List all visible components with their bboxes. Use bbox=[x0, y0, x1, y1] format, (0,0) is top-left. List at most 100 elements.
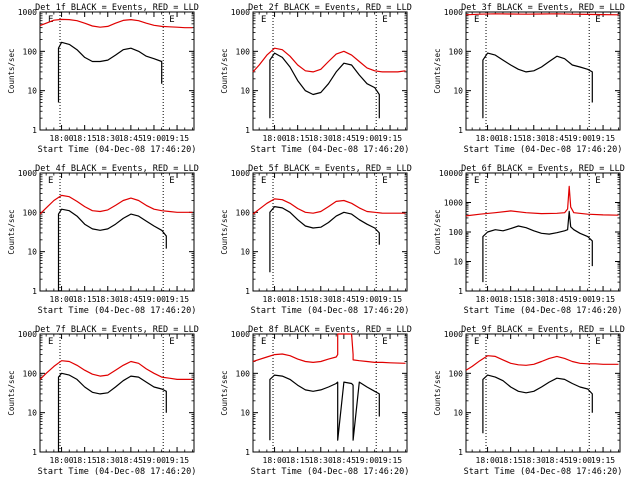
x-tick-label: 18:30 bbox=[96, 134, 120, 143]
y-tick-label: 100 bbox=[23, 369, 38, 378]
x-tick-label: 18:00 bbox=[476, 295, 500, 304]
plot-frame bbox=[252, 11, 408, 131]
x-tick-label: 18:45 bbox=[332, 134, 356, 143]
x-tick-label: 18:15 bbox=[286, 456, 310, 465]
x-tick-label: 18:45 bbox=[332, 295, 356, 304]
chart-title: Det 6f BLACK = Events, RED = LLD bbox=[461, 164, 625, 174]
y-tick-label: 1000 bbox=[231, 330, 250, 339]
x-tick-label: 18:45 bbox=[119, 295, 143, 304]
x-tick-label: 18:15 bbox=[286, 295, 310, 304]
x-tick-label: 18:45 bbox=[545, 134, 569, 143]
event-marker-label: E bbox=[261, 337, 266, 347]
chart-title: Det 1f BLACK = Events, RED = LLD bbox=[35, 3, 199, 13]
event-marker-label: E bbox=[382, 337, 387, 347]
x-tick-label: 19:15 bbox=[591, 456, 615, 465]
x-tick-label: 19:00 bbox=[568, 456, 592, 465]
x-tick-label: 18:15 bbox=[499, 456, 523, 465]
chart-panel-1: Det 1f BLACK = Events, RED = LLD E E 1 10 100… bbox=[7, 3, 199, 155]
lld-series-line bbox=[252, 198, 406, 215]
x-axis-label: Start Time (04-Dec-08 17:46:20) bbox=[38, 306, 197, 316]
lld-series-line bbox=[465, 13, 619, 16]
plot-frame bbox=[39, 172, 195, 292]
x-tick-label: 19:00 bbox=[568, 134, 592, 143]
x-tick-label: 18:00 bbox=[476, 456, 500, 465]
y-tick-label: 1 bbox=[458, 287, 463, 296]
x-tick-label: 19:15 bbox=[378, 295, 402, 304]
y-axis-label: Counts/sec bbox=[220, 48, 229, 93]
event-marker-label: E bbox=[48, 176, 53, 186]
x-tick-label: 18:45 bbox=[332, 456, 356, 465]
x-tick-label: 18:00 bbox=[476, 134, 500, 143]
x-axis-label: Start Time (04-Dec-08 17:46:20) bbox=[38, 467, 197, 477]
event-marker-label: E bbox=[382, 176, 387, 186]
y-tick-label: 1 bbox=[458, 126, 463, 135]
y-tick-label: 10 bbox=[27, 87, 37, 96]
plot-frame bbox=[252, 333, 408, 453]
lld-series-line bbox=[252, 47, 406, 73]
y-tick-label: 100 bbox=[23, 47, 38, 56]
y-axis-label: Counts/sec bbox=[433, 370, 442, 415]
x-tick-label: 19:15 bbox=[165, 134, 189, 143]
y-tick-label: 100 bbox=[236, 208, 251, 217]
chart-title: Det 8f BLACK = Events, RED = LLD bbox=[248, 325, 412, 335]
plot-frame bbox=[39, 333, 195, 453]
chart-panel-6: Det 6f BLACK = Events, RED = LLD E E 1 10 100… bbox=[433, 164, 625, 316]
x-tick-label: 18:00 bbox=[263, 456, 287, 465]
x-tick-label: 18:30 bbox=[309, 456, 333, 465]
x-tick-label: 19:00 bbox=[142, 456, 166, 465]
plot-frame bbox=[39, 11, 195, 131]
event-marker-label: E bbox=[474, 337, 479, 347]
y-tick-label: 1 bbox=[32, 287, 37, 296]
lld-series-line bbox=[465, 355, 619, 371]
y-axis-label: Counts/sec bbox=[433, 209, 442, 254]
event-marker-label: E bbox=[595, 15, 600, 25]
x-tick-label: 18:00 bbox=[50, 295, 74, 304]
events-series-line bbox=[57, 41, 163, 103]
y-tick-label: 1000 bbox=[444, 199, 463, 208]
y-tick-label: 100 bbox=[449, 369, 464, 378]
chart-title: Det 4f BLACK = Events, RED = LLD bbox=[35, 164, 199, 174]
chart-panel-7: Det 7f BLACK = Events, RED = LLD E E 1 10 100… bbox=[7, 325, 199, 477]
y-tick-label: 10 bbox=[453, 409, 463, 418]
chart-title: Det 3f BLACK = Events, RED = LLD bbox=[461, 3, 625, 13]
events-series-line bbox=[482, 374, 593, 434]
x-tick-label: 19:00 bbox=[355, 295, 379, 304]
y-tick-label: 1 bbox=[32, 448, 37, 457]
y-tick-label: 1000 bbox=[444, 8, 463, 17]
x-tick-label: 18:45 bbox=[545, 456, 569, 465]
x-tick-label: 18:30 bbox=[522, 134, 546, 143]
y-tick-label: 1 bbox=[245, 448, 250, 457]
lld-series-line bbox=[39, 360, 193, 380]
y-axis-label: Counts/sec bbox=[7, 370, 16, 415]
chart-panel-5: Det 5f BLACK = Events, RED = LLD E E 1 10 100… bbox=[220, 164, 412, 316]
event-marker-label: E bbox=[474, 15, 479, 25]
y-tick-label: 100 bbox=[236, 369, 251, 378]
y-tick-label: 10 bbox=[453, 258, 463, 267]
x-tick-label: 18:00 bbox=[263, 295, 287, 304]
y-axis-label: Counts/sec bbox=[220, 209, 229, 254]
x-axis-label: Start Time (04-Dec-08 17:46:20) bbox=[464, 145, 623, 155]
chart-panel-9: Det 9f BLACK = Events, RED = LLD E E 1 10 100… bbox=[433, 325, 625, 477]
x-tick-label: 18:45 bbox=[545, 295, 569, 304]
x-tick-label: 18:45 bbox=[119, 456, 143, 465]
x-tick-label: 18:30 bbox=[96, 456, 120, 465]
x-axis-label: Start Time (04-Dec-08 17:46:20) bbox=[464, 306, 623, 316]
chart-title: Det 9f BLACK = Events, RED = LLD bbox=[461, 325, 625, 335]
event-marker-label: E bbox=[595, 176, 600, 186]
events-series-line bbox=[57, 208, 167, 291]
x-tick-label: 18:15 bbox=[286, 134, 310, 143]
events-series-line bbox=[482, 210, 593, 283]
x-tick-label: 19:00 bbox=[142, 134, 166, 143]
events-series-line bbox=[269, 52, 380, 119]
x-axis-label: Start Time (04-Dec-08 17:46:20) bbox=[251, 306, 410, 316]
x-tick-label: 18:15 bbox=[499, 134, 523, 143]
y-tick-label: 1000 bbox=[231, 8, 250, 17]
y-tick-label: 1 bbox=[32, 126, 37, 135]
y-tick-label: 10 bbox=[453, 87, 463, 96]
y-axis-label: Counts/sec bbox=[220, 370, 229, 415]
lld-series-line bbox=[39, 18, 193, 29]
y-tick-label: 10 bbox=[240, 248, 250, 257]
x-tick-label: 18:15 bbox=[73, 134, 97, 143]
event-marker-label: E bbox=[169, 15, 174, 25]
